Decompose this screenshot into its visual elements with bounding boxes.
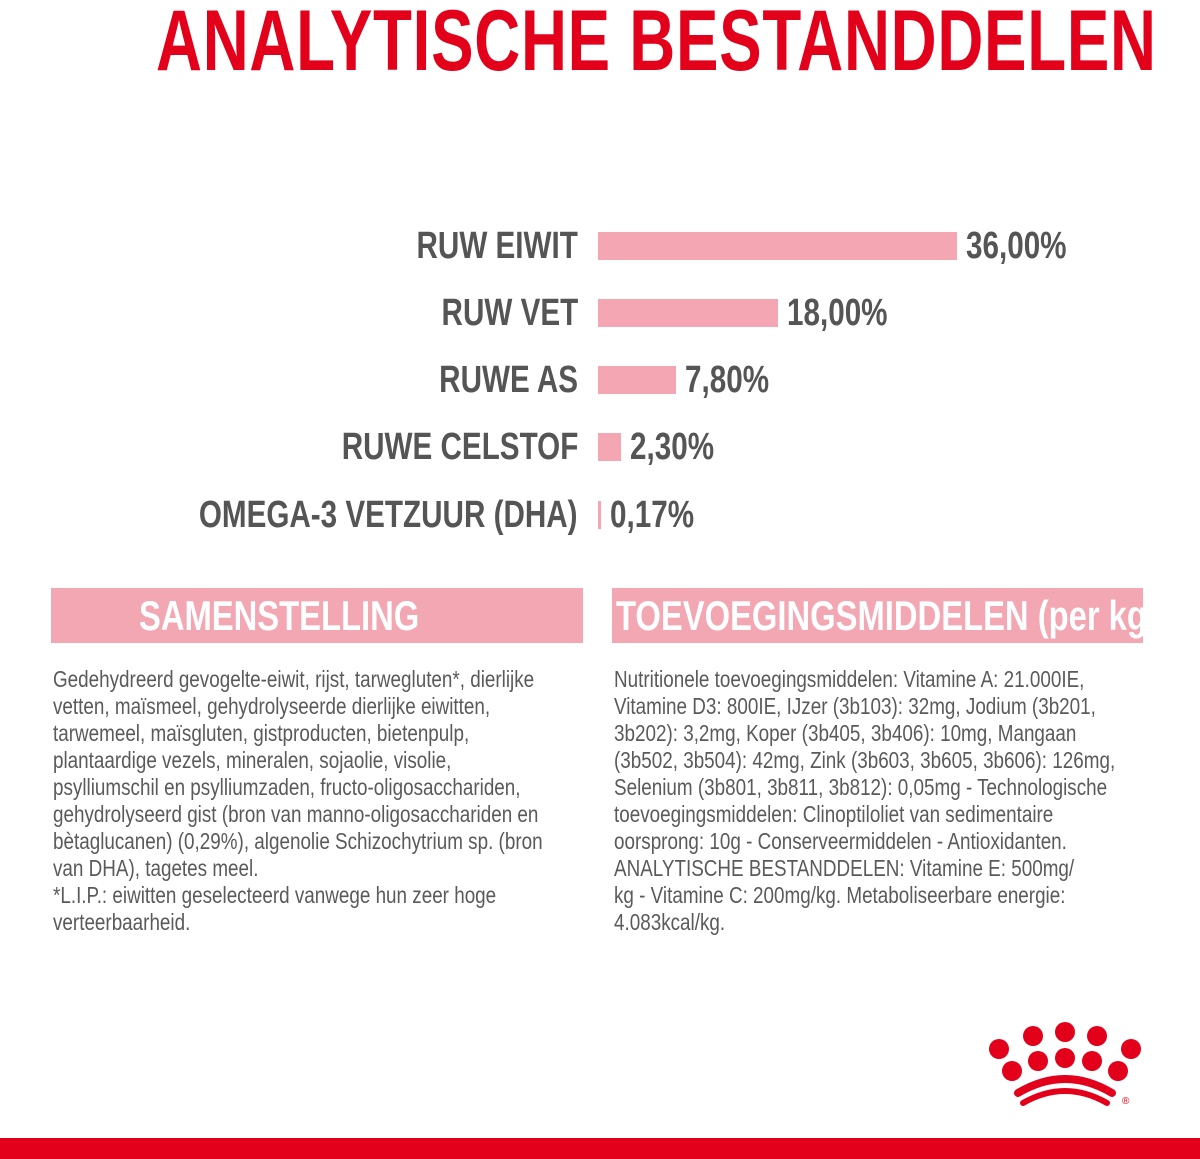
text-line: 4.083kcal/kg.	[614, 909, 726, 935]
text-line: ANALYTISCHE BESTANDDELEN: Vitamine E: 50…	[614, 855, 1075, 881]
bar	[598, 299, 778, 327]
text-line: toevoegingsmiddelen: Clinoptiloliet van …	[614, 801, 1054, 827]
data-label: 18,00%	[786, 292, 888, 334]
text-line: *L.I.P.: eiwitten geselecteerd vanwege h…	[53, 882, 497, 908]
composition-text: Gedehydreerd gevogelte-eiwit, rijst, tar…	[53, 666, 650, 936]
text-line: Vitamine D3: 800IE, IJzer (3b103): 32mg,…	[614, 693, 1096, 719]
additives-heading: TOEVOEGINGSMIDDELEN (per kg)	[616, 588, 1143, 643]
text-line: plantaardige vezels, mineralen, sojaolie…	[53, 747, 452, 773]
data-label: 2,30%	[629, 426, 714, 468]
text-line: 3b202): 3,2mg, Koper (3b405, 3b406): 10m…	[614, 720, 1077, 746]
chart-title: ANALYTISCHE BESTANDDELEN	[156, 0, 1157, 89]
text-line: psylliumschil en psylliumzaden, fructo-o…	[53, 774, 521, 800]
text-line: (3b502, 3b504): 42mg, Zink (3b603, 3b605…	[614, 747, 1116, 773]
category-label: RUWE CELSTOF	[341, 426, 578, 468]
text-line: Nutritionele toevoegingsmiddelen: Vitami…	[614, 666, 1085, 692]
royal-canin-crown-logo: ®	[989, 1022, 1141, 1107]
text-line: Gedehydreerd gevogelte-eiwit, rijst, tar…	[53, 666, 535, 692]
text-line: bètaglucanen) (0,29%), algenolie Schizoc…	[53, 828, 543, 854]
chart-row: RUWE AS 7,80%	[0, 360, 1200, 400]
data-label: 0,17%	[610, 494, 695, 536]
additives-header: TOEVOEGINGSMIDDELEN (per kg)	[612, 588, 1143, 643]
text-line: van DHA), tagetes meel.	[53, 855, 259, 881]
category-label: RUW EIWIT	[416, 225, 578, 267]
text-line: vetten, maïsmeel, gehydrolyseerde dierli…	[53, 693, 491, 719]
bar	[598, 366, 676, 394]
data-label: 7,80%	[684, 359, 769, 401]
additives-text: Nutritionele toevoegingsmiddelen: Vitami…	[614, 666, 1200, 936]
data-label: 36,00%	[966, 225, 1067, 267]
composition-heading: SAMENSTELLING	[139, 592, 420, 639]
chart-row: RUWE CELSTOF 2,30%	[0, 427, 1200, 467]
chart-row: RUW VET 18,00%	[0, 293, 1200, 333]
text-line: gehydrolyseerd gist (bron van manno-olig…	[53, 801, 539, 827]
composition-header: SAMENSTELLING	[51, 588, 583, 643]
text-line: Selenium (3b801, 3b811, 3b812): 0,05mg -…	[614, 774, 1108, 800]
category-label: RUWE AS	[439, 359, 578, 401]
registered-mark: ®	[1122, 1096, 1130, 1107]
chart-row: RUW EIWIT 36,00%	[0, 226, 1200, 266]
category-label: OMEGA-3 VETZUUR (DHA)	[199, 494, 578, 536]
category-label: RUW VET	[441, 292, 578, 334]
bar	[598, 433, 621, 461]
chart-row: OMEGA-3 VETZUUR (DHA) 0,17%	[0, 495, 1200, 535]
bar	[598, 232, 957, 260]
text-line: verteerbaarheid.	[53, 909, 191, 935]
additives-heading-text: TOEVOEGINGSMIDDELEN (per kg)	[616, 592, 1143, 639]
text-line: kg - Vitamine C: 200mg/kg. Metaboliseerb…	[614, 882, 1066, 908]
bar	[598, 501, 601, 529]
text-line: oorsprong: 10g - Conserveermiddelen - An…	[614, 828, 1067, 854]
footer-bar	[0, 1138, 1200, 1159]
text-line: tarwemeel, maïsgluten, gistproducten, bi…	[53, 720, 470, 746]
